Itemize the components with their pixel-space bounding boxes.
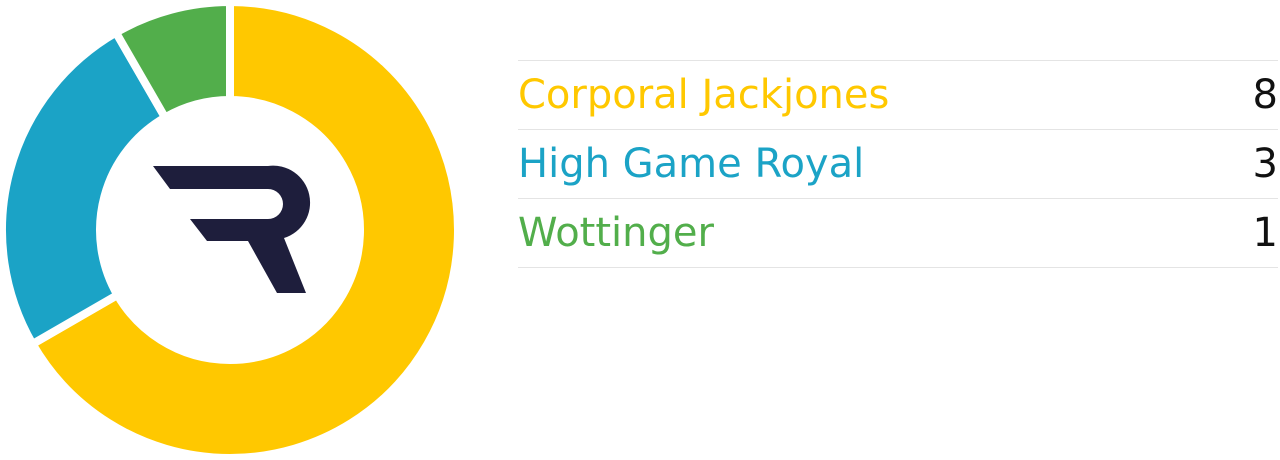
legend-label: Corporal Jackjones: [518, 72, 890, 118]
legend-value: 8: [1252, 72, 1278, 118]
legend-row: Corporal Jackjones 8: [518, 61, 1278, 130]
legend-row: Wottinger 1: [518, 199, 1278, 268]
legend-value: 3: [1252, 141, 1278, 187]
legend: Corporal Jackjones 8 High Game Royal 3 Wotti…: [518, 60, 1278, 268]
legend-value: 1: [1252, 210, 1278, 256]
r-logo-icon: [153, 165, 311, 293]
legend-row: High Game Royal 3: [518, 130, 1278, 199]
slice-corporal-jackjones: [27, 0, 462, 460]
slice-high-game-royal: [0, 27, 171, 350]
donut-chart: [0, 0, 462, 460]
legend-label: High Game Royal: [518, 141, 865, 187]
slice-wottinger: [110, 0, 234, 123]
legend-label: Wottinger: [518, 210, 714, 256]
